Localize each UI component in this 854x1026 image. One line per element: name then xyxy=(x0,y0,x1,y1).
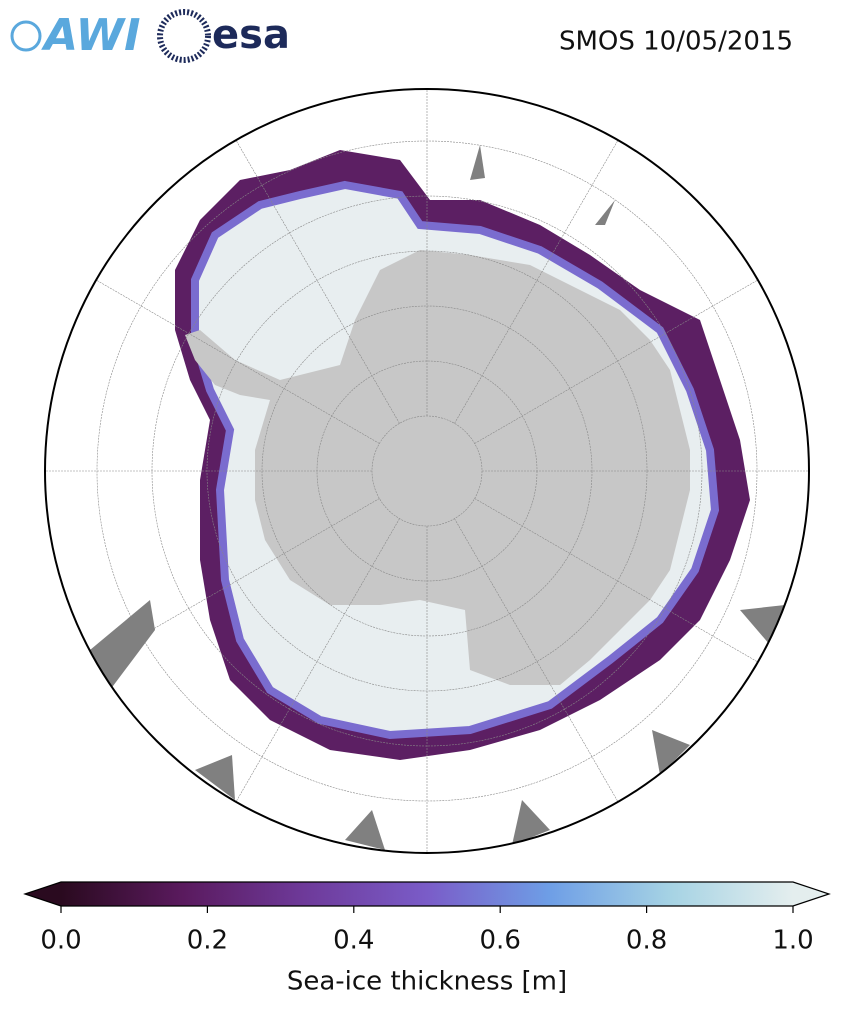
map-border xyxy=(44,88,810,854)
meridian xyxy=(474,270,774,444)
meridian xyxy=(474,498,774,672)
meridian xyxy=(454,518,628,818)
awi-globe xyxy=(10,20,42,52)
meridian xyxy=(80,498,380,672)
map-title: SMOS 10/05/2015 xyxy=(559,27,793,57)
meridian xyxy=(80,270,380,444)
esa-emblem xyxy=(157,9,211,63)
colorbar-tick-label: 0.8 xyxy=(626,926,667,956)
colorbar-tick-label: 0.2 xyxy=(187,926,228,956)
meridian xyxy=(226,124,400,424)
awi-logo: AWI xyxy=(41,10,141,61)
colorbar-over xyxy=(793,882,829,906)
colorbar-gradient xyxy=(61,882,793,906)
meridian xyxy=(226,518,400,818)
meridian xyxy=(454,124,628,424)
antarctica xyxy=(185,250,690,685)
graticule xyxy=(45,89,809,853)
map xyxy=(45,89,809,853)
colorbar-tick-label: 0.6 xyxy=(480,926,521,956)
colorbar-label: Sea-ice thickness [m] xyxy=(287,967,567,997)
esa-logo: esa xyxy=(212,12,290,58)
colorbar-tick-label: 0.4 xyxy=(333,926,374,956)
colorbar-tick-label: 0.0 xyxy=(40,926,81,956)
colorbar xyxy=(23,881,831,913)
colorbar-tick-label: 1.0 xyxy=(772,926,813,956)
colorbar-under xyxy=(25,882,61,906)
logos: AWI esa xyxy=(10,9,290,63)
icebergs xyxy=(90,145,785,850)
